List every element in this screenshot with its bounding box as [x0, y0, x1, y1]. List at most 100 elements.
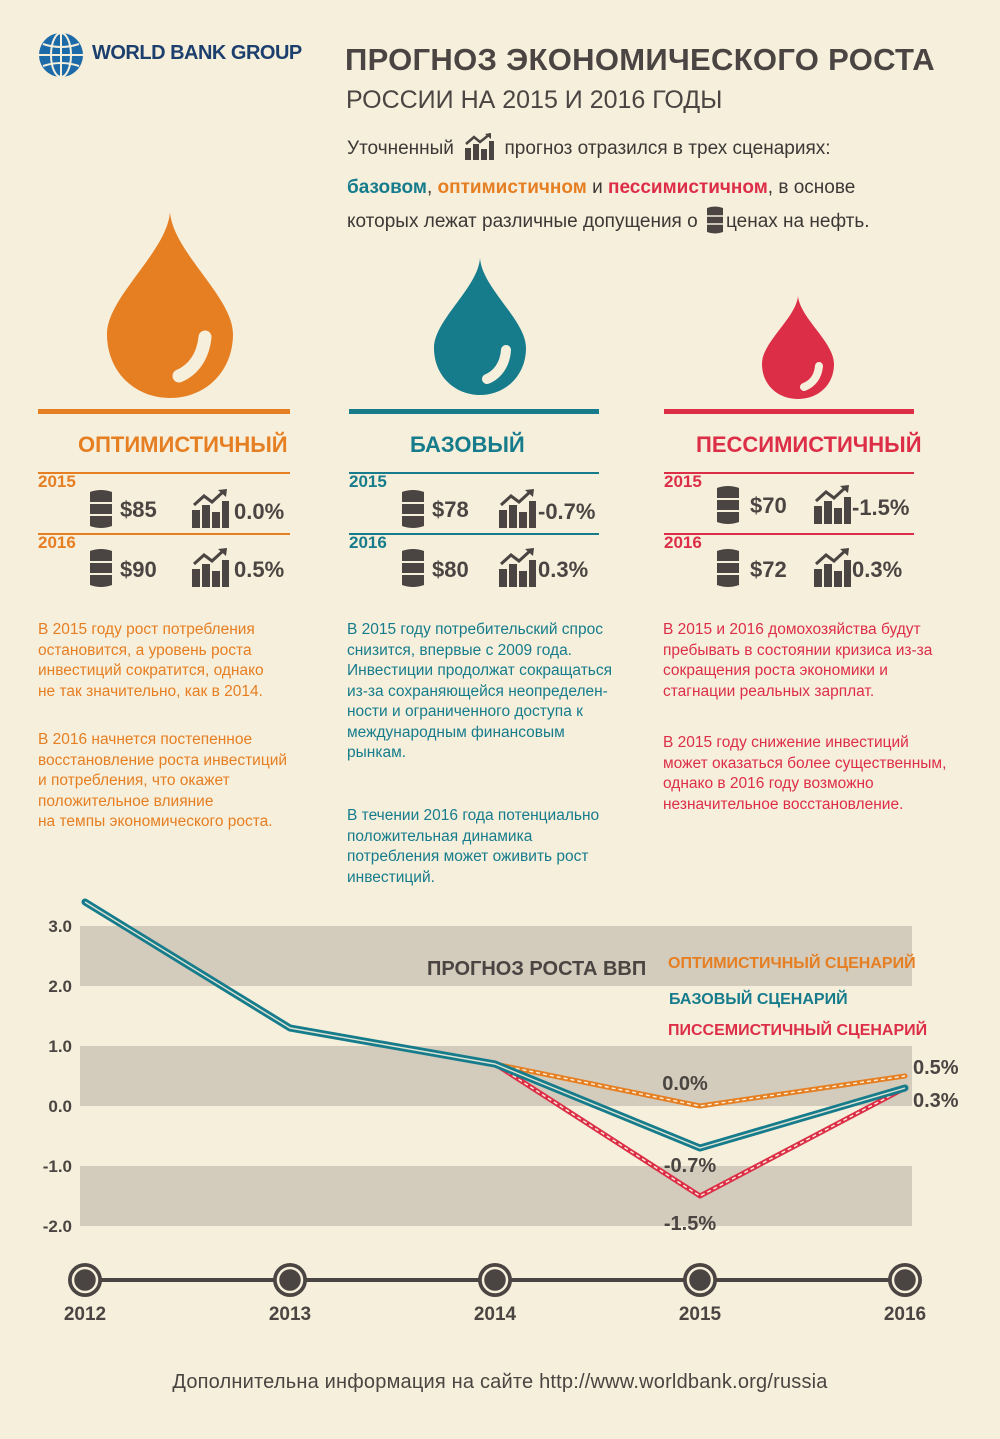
year-label: 2015 [664, 472, 702, 491]
paragraph-line: В 2015 году рост потребления [38, 621, 255, 638]
year-label: 2015 [349, 472, 387, 491]
intro-pess-word: пессимистичном [607, 177, 768, 198]
intro-comma: , [426, 177, 433, 198]
barrel-icon [402, 490, 424, 528]
growth-value: 0.3% [852, 557, 903, 582]
paragraph-line: снизится, впервые с 2009 года. [347, 641, 572, 659]
scenario-paragraph: В 2015 году снижение инвестиций может ока… [663, 733, 953, 815]
barrel-icon [706, 206, 723, 234]
series-line-highlight [84, 901, 906, 1149]
oil-drop-icon [762, 296, 834, 399]
barrel-icon [402, 549, 424, 587]
globe-icon [39, 32, 83, 78]
oil-drop-icon [434, 258, 526, 395]
oil-price: $70 [750, 493, 787, 518]
year-rule [349, 472, 599, 474]
barrel-icon [717, 549, 739, 587]
x-tick-label: 2012 [64, 1304, 106, 1325]
growth-chart-icon [814, 548, 851, 587]
scenario-name: ПЕССИМИСТИЧНЫЙ [696, 432, 922, 457]
growth-chart-icon [814, 485, 851, 524]
year-label: 2016 [664, 533, 702, 552]
growth-chart-icon [192, 489, 229, 528]
y-tick-label: 1.0 [48, 1037, 72, 1056]
growth-chart-icon [192, 548, 229, 587]
paragraph-line: восстановление роста инвестиций [38, 751, 288, 769]
paragraph-line: международным финансовым [347, 723, 565, 741]
growth-value: -0.7% [538, 499, 596, 524]
growth-chart-icon [499, 489, 536, 528]
growth-value: 0.5% [234, 557, 285, 582]
scenario-divider [38, 409, 290, 414]
paragraph-line: сокращения роста экономики и [663, 662, 888, 679]
scenario-name: ОПТИМИСТИЧНЫЙ [78, 432, 288, 457]
x-tick-label: 2015 [679, 1304, 722, 1325]
y-tick-label: 0.0 [48, 1097, 72, 1116]
paragraph-line: В 2016 начнется постепенное [38, 731, 253, 748]
legend-entry: ОПТИМИСТИЧНЫЙ СЦЕНАРИЙ [668, 953, 916, 972]
series-line [492, 1061, 908, 1109]
paragraph-line: В течении 2016 года потенциально [347, 807, 600, 824]
paragraph-line: пребывать в состоянии кризиса из-за [663, 641, 933, 659]
year-label: 2016 [38, 533, 76, 552]
scenario-divider [664, 409, 914, 414]
year-rule [664, 533, 914, 535]
oil-price: $72 [750, 557, 787, 582]
year-rule [38, 533, 290, 535]
paragraph-line: может оказаться более существенным, [663, 754, 947, 772]
intro-text: Уточненный [347, 138, 454, 159]
oil-price: $85 [120, 497, 157, 522]
x-tick-label: 2016 [884, 1304, 926, 1325]
paragraph-line: инвестиций сократится, однако [38, 662, 264, 679]
data-label: 0.0% [662, 1073, 708, 1095]
growth-value: -1.5% [852, 495, 910, 520]
barrel-icon [717, 486, 739, 524]
y-tick-label: -2.0 [43, 1217, 72, 1236]
page-subtitle: РОССИИ НА 2015 И 2016 ГОДЫ [346, 86, 723, 114]
growth-chart-icon [465, 133, 495, 160]
paragraph-line: незначительное восстановление. [663, 795, 904, 813]
scenario-name: БАЗОВЫЙ [410, 432, 525, 457]
growth-value: 0.3% [538, 557, 589, 582]
footer-text[interactable]: Дополнительна информация на сайте http:/… [172, 1371, 828, 1393]
timeline-marker-ring [686, 1266, 714, 1294]
paragraph-line: стагнации реальных зарплат. [663, 682, 875, 700]
chart-band [80, 1046, 912, 1106]
intro-base-word: базовом [347, 177, 427, 198]
chart-title: ПРОГНОЗ РОСТА ВВП [427, 958, 646, 980]
intro-line-3: которых лежат различные допущения о цена… [347, 204, 870, 240]
paragraph-line: рынкам. [347, 744, 407, 761]
paragraph-line: Инвестиции продолжат сокращаться [347, 662, 613, 679]
paragraph-line: положительное влияние [38, 792, 214, 810]
logo-text[interactable]: WORLD BANK GROUP [92, 42, 302, 64]
intro-text: , в основе [767, 177, 856, 198]
paragraph-line: В 2015 году снижение инвестиций [663, 734, 909, 751]
year-rule [664, 472, 914, 474]
growth-chart-icon [499, 548, 536, 587]
oil-price: $78 [432, 497, 469, 522]
intro-opt-word: оптимистичном [437, 177, 587, 198]
legend-entry: БАЗОВЫЙ СЦЕНАРИЙ [669, 989, 848, 1008]
barrel-icon [90, 549, 112, 587]
x-tick-label: 2013 [269, 1304, 311, 1325]
intro-text: ценах на нефть. [725, 211, 870, 232]
growth-value: 0.0% [234, 499, 285, 524]
paragraph-line: и потребления, что окажет [38, 772, 230, 789]
chart-band [80, 1166, 912, 1226]
series-line [492, 1061, 908, 1199]
paragraph-line: из-за сохраняющейся неопределен- [347, 682, 608, 700]
paragraph-line: на темпы экономического роста. [38, 813, 273, 830]
data-label: 0.3% [913, 1090, 959, 1112]
scenario-paragraph: В 2016 начнется постепенное восстановлени… [38, 730, 328, 833]
year-rule [349, 533, 599, 535]
data-label: 0.5% [913, 1057, 959, 1079]
oil-drop-icon [107, 212, 233, 398]
chart-band [80, 926, 912, 986]
y-tick-label: 3.0 [48, 917, 72, 936]
y-tick-label: 2.0 [48, 977, 72, 996]
timeline-marker-ring [276, 1266, 304, 1294]
legend-entry: ПИССЕМИСТИЧНЫЙ СЦЕНАРИЙ [668, 1020, 927, 1039]
timeline-marker-ring [481, 1266, 509, 1294]
year-rule [38, 472, 290, 474]
intro-and: и [592, 177, 603, 198]
